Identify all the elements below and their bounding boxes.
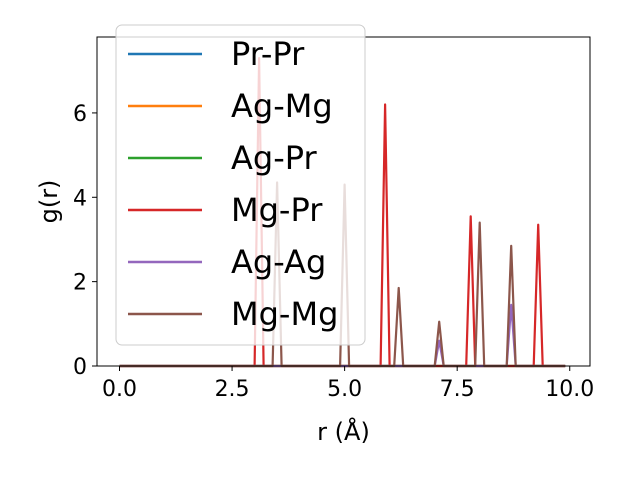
legend-label: Pr-Pr (231, 35, 305, 73)
y-axis-label: g(r) (35, 180, 63, 224)
legend-entry: Ag-Ag (128, 243, 326, 281)
legend-label: Mg-Pr (231, 191, 323, 229)
x-axis-label: r (Å) (317, 417, 370, 446)
tick-layer: 0.0 2.5 5.0 7.5 10.0 0 2 4 6 (73, 102, 594, 402)
legend-entry: Mg-Mg (128, 295, 338, 333)
legend-label: Ag-Pr (231, 139, 317, 177)
legend: Pr-Pr Ag-Mg Ag-Pr Mg-Pr Ag-Ag Mg-Mg (115, 24, 366, 346)
y-tick-label: 2 (73, 271, 87, 296)
x-tick-label: 7.5 (440, 377, 475, 402)
legend-entry: Pr-Pr (128, 35, 305, 73)
y-tick-label: 6 (73, 102, 87, 127)
x-tick-label: 0.0 (102, 377, 137, 402)
legend-label: Ag-Mg (231, 87, 333, 125)
legend-entry: Mg-Pr (128, 191, 323, 229)
legend-label: Ag-Ag (231, 243, 326, 281)
x-tick-label: 2.5 (215, 377, 250, 402)
y-tick-label: 0 (73, 355, 87, 380)
x-tick-label: 5.0 (327, 377, 362, 402)
legend-label: Mg-Mg (231, 295, 338, 333)
y-tick-label: 4 (73, 186, 87, 211)
x-tick-label: 10.0 (545, 377, 594, 402)
legend-entry: Ag-Pr (128, 139, 317, 177)
legend-entry: Ag-Mg (128, 87, 333, 125)
